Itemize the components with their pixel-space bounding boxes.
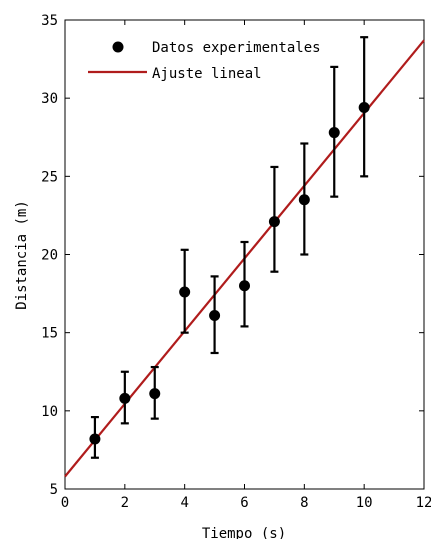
data-point [89, 415, 101, 459]
y-axis-label: Distancia (m) [14, 200, 30, 310]
data-point [358, 36, 370, 178]
y-tick-label: 35 [41, 13, 58, 29]
data-marker [209, 309, 221, 321]
data-marker [179, 286, 191, 298]
y-tick-label: 5 [50, 482, 58, 498]
data-marker [358, 102, 370, 114]
data-marker [328, 127, 340, 139]
y-tick-label: 20 [41, 248, 58, 264]
data-marker [119, 392, 131, 404]
data-point [298, 142, 310, 256]
data-point [328, 65, 340, 198]
x-axis-label: Tiempo (s) [202, 526, 286, 539]
data-marker [89, 433, 101, 445]
axis-ticks: 0 2 4 6 8 10 12 5 10 15 20 25 30 35 [41, 13, 431, 511]
data-point [179, 248, 191, 334]
x-tick-label: 12 [416, 495, 431, 511]
y-tick-label: 30 [41, 91, 58, 107]
x-tick-label: 8 [300, 495, 308, 511]
data-marker [298, 194, 310, 206]
legend-marker-datos [112, 41, 124, 53]
x-tick-label: 4 [180, 495, 188, 511]
x-tick-label: 6 [240, 495, 248, 511]
y-tick-label: 15 [41, 326, 58, 342]
data-marker [268, 216, 280, 228]
data-point [239, 240, 250, 328]
y-tick-label: 25 [41, 169, 58, 185]
data-point [119, 370, 131, 425]
data-point [209, 275, 221, 355]
y-tick-label: 10 [41, 404, 58, 420]
x-tick-label: 0 [61, 495, 69, 511]
data-points-layer [89, 36, 370, 459]
data-point [149, 365, 161, 420]
legend-label-datos: Datos experimentales [152, 40, 321, 56]
legend-label-ajuste: Ajuste lineal [152, 66, 262, 82]
data-marker [149, 388, 161, 400]
x-tick-label: 2 [121, 495, 129, 511]
data-marker [239, 280, 250, 292]
data-point [268, 165, 280, 273]
x-tick-label: 10 [356, 495, 373, 511]
legend: Datos experimentales Ajuste lineal [88, 40, 321, 82]
